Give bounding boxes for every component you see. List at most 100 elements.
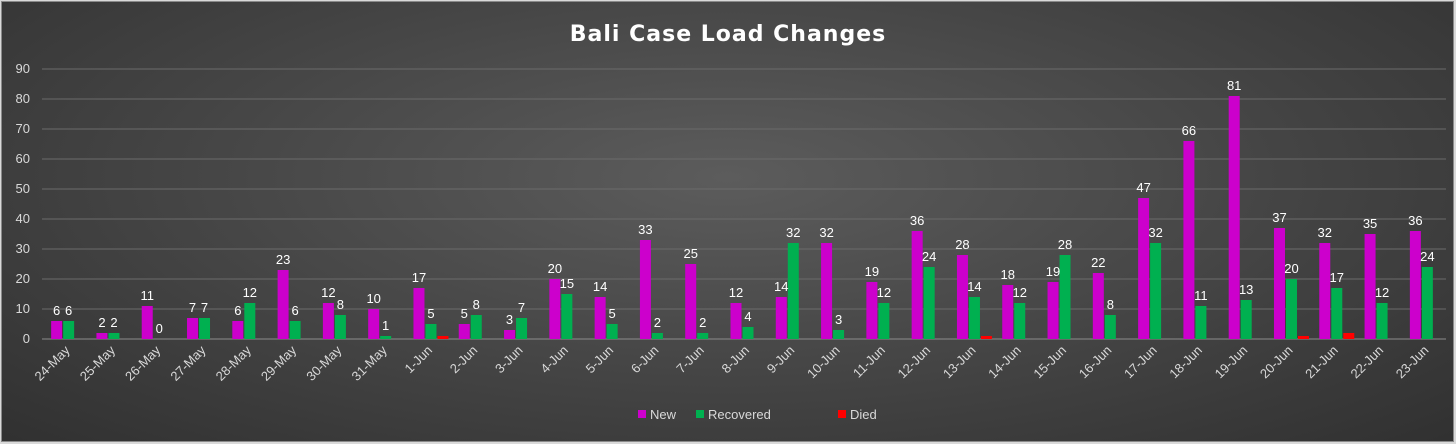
legend-label-died: Died	[850, 407, 877, 422]
bar-recovered	[1331, 288, 1343, 339]
legend-label-new: New	[650, 407, 677, 422]
bar-died	[1343, 333, 1355, 339]
chart-title: Bali Case Load Changes	[570, 22, 887, 47]
bar-recovered	[833, 330, 845, 339]
bar-recovered	[1150, 243, 1162, 339]
data-label-new: 81	[1227, 78, 1241, 93]
x-tick-label: 17-Jun	[1121, 343, 1160, 382]
bar-recovered	[606, 324, 618, 339]
data-label-recovered: 12	[877, 285, 891, 300]
bar-new	[1047, 282, 1059, 339]
bar-new	[821, 243, 833, 339]
bar-new	[685, 264, 697, 339]
data-label-recovered: 6	[291, 303, 298, 318]
x-tick-label: 22-Jun	[1347, 343, 1386, 382]
data-label-new: 17	[412, 270, 426, 285]
data-label-new: 10	[366, 291, 380, 306]
bar-new	[51, 321, 63, 339]
bar-recovered	[651, 333, 663, 339]
bar-new	[911, 231, 923, 339]
bar-recovered	[244, 303, 256, 339]
data-label-recovered: 8	[1107, 297, 1114, 312]
y-tick-label: 60	[16, 151, 30, 166]
bar-recovered	[1195, 306, 1207, 339]
x-tick-label: 19-Jun	[1212, 343, 1251, 382]
bar-recovered	[1285, 279, 1297, 339]
bar-new	[1183, 141, 1195, 339]
bar-died	[437, 336, 449, 339]
data-label-new: 2	[98, 315, 105, 330]
bar-recovered	[968, 297, 980, 339]
bar-new	[730, 303, 742, 339]
x-tick-label: 18-Jun	[1166, 343, 1205, 382]
bar-new	[96, 333, 108, 339]
data-label-new: 36	[910, 213, 924, 228]
bar-new	[549, 279, 561, 339]
x-tick-label: 5-Jun	[583, 343, 617, 377]
bar-died	[980, 336, 992, 339]
data-label-recovered: 2	[699, 315, 706, 330]
legend-label-recovered: Recovered	[708, 407, 771, 422]
data-label-recovered: 8	[473, 297, 480, 312]
data-label-new: 5	[461, 306, 468, 321]
data-label-new: 7	[189, 300, 196, 315]
x-tick-label: 3-Jun	[492, 343, 526, 377]
data-label-new: 20	[548, 261, 562, 276]
bar-new	[504, 330, 516, 339]
bar-new	[1228, 96, 1240, 339]
bar-new	[413, 288, 425, 339]
bar-new	[187, 318, 199, 339]
bar-recovered	[1376, 303, 1388, 339]
x-tick-label: 20-Jun	[1257, 343, 1296, 382]
data-label-recovered: 6	[65, 303, 72, 318]
data-label-new: 66	[1182, 123, 1196, 138]
x-tick-label: 23-Jun	[1393, 343, 1432, 382]
bar-new	[232, 321, 244, 339]
legend: New Recovered Died	[638, 407, 877, 422]
bar-recovered	[923, 267, 935, 339]
bar-recovered	[1104, 315, 1116, 339]
data-label-recovered: 17	[1330, 270, 1344, 285]
data-label-recovered: 24	[922, 249, 936, 264]
data-label-new: 12	[321, 285, 335, 300]
data-label-recovered: 12	[1375, 285, 1389, 300]
bar-new	[594, 297, 606, 339]
data-label-recovered: 7	[201, 300, 208, 315]
data-label-new: 36	[1408, 213, 1422, 228]
x-tick-label: 13-Jun	[940, 343, 979, 382]
data-label-new: 22	[1091, 255, 1105, 270]
x-tick-label: 10-Jun	[804, 343, 843, 382]
data-label-recovered: 0	[156, 321, 163, 336]
data-label-recovered: 12	[243, 285, 257, 300]
bar-new	[322, 303, 334, 339]
data-label-recovered: 1	[382, 318, 389, 333]
y-tick-label: 10	[16, 301, 30, 316]
data-label-recovered: 4	[744, 309, 751, 324]
x-tick-label: 12-Jun	[895, 343, 934, 382]
bar-new	[458, 324, 470, 339]
x-tick-label: 26-May	[122, 342, 164, 384]
data-label-new: 35	[1363, 216, 1377, 231]
bar-recovered	[1421, 267, 1433, 339]
bar-new	[866, 282, 878, 339]
y-tick-label: 90	[16, 61, 30, 76]
data-label-new: 3	[506, 312, 513, 327]
x-tick-label: 4-Jun	[537, 343, 571, 377]
y-tick-label: 50	[16, 181, 30, 196]
data-label-recovered: 8	[337, 297, 344, 312]
bar-new	[368, 309, 380, 339]
data-label-new: 25	[683, 246, 697, 261]
x-tick-label: 29-May	[258, 342, 300, 384]
data-label-recovered: 24	[1420, 249, 1434, 264]
bar-recovered	[425, 324, 437, 339]
x-tick-label: 14-Jun	[985, 343, 1024, 382]
bar-recovered	[742, 327, 754, 339]
data-label-new: 11	[140, 288, 154, 303]
bar-new	[1273, 228, 1285, 339]
bar-died	[1297, 336, 1309, 339]
legend-swatch-died	[838, 410, 846, 418]
bar-recovered	[1240, 300, 1252, 339]
data-label-recovered: 3	[835, 312, 842, 327]
